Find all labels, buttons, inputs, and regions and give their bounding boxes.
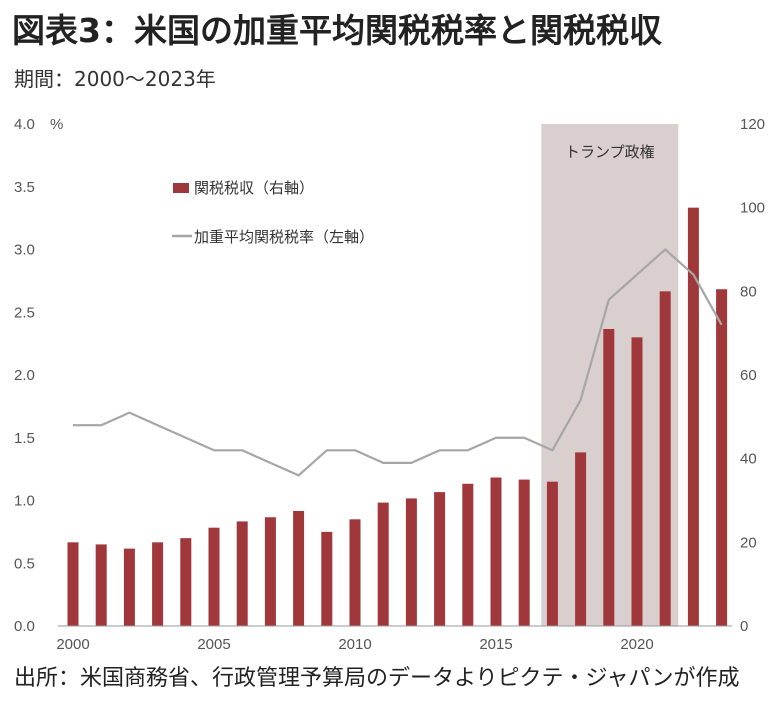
shaded-region-label: トランプ政権 — [565, 143, 655, 161]
bar — [123, 548, 135, 626]
left-axis-tick: 2.5 — [14, 304, 35, 321]
left-axis-tick: 0.5 — [14, 555, 35, 572]
legend-bar-swatch — [173, 183, 189, 193]
right-axis-tick: 60 — [740, 367, 757, 384]
bar — [631, 337, 643, 626]
legend: 関税税収（右軸） 加重平均関税税率（左軸） — [172, 179, 374, 246]
line-layer — [73, 248, 723, 477]
bar — [518, 479, 530, 626]
bar — [687, 207, 699, 626]
x-axis-tick: 2020 — [620, 636, 653, 653]
right-axis-tick: 120 — [740, 116, 765, 133]
bar — [490, 477, 502, 626]
bar — [95, 544, 107, 626]
bar — [180, 538, 192, 626]
bar — [377, 502, 389, 626]
left-axis-tick: 3.0 — [14, 242, 35, 259]
rate-line — [73, 248, 723, 477]
legend-bar-label: 関税税収（右軸） — [194, 179, 314, 197]
left-axis-tick: 0.0 — [14, 618, 35, 635]
right-axis-tick: 80 — [740, 283, 757, 300]
bar — [405, 498, 417, 626]
left-axis-tick: 4.0 — [14, 116, 35, 133]
x-axis-tick: 2000 — [56, 636, 89, 653]
bar — [546, 481, 558, 626]
bar — [575, 452, 587, 626]
left-axis-tick: 2.0 — [14, 367, 35, 384]
bar — [603, 328, 615, 626]
bar — [293, 510, 305, 626]
axis-layer: 4.0 3.5 3.0 2.5 2.0 1.5 1.0 0.5 0.0% 120 100 80 60 40… — [14, 116, 765, 653]
left-axis-unit: % — [50, 116, 63, 133]
left-axis-tick: 1.5 — [14, 430, 35, 447]
x-axis-tick: 2010 — [338, 636, 371, 653]
left-axis-tick: 3.5 — [14, 179, 35, 196]
x-axis-tick: 2005 — [197, 636, 230, 653]
legend-line-label: 加重平均関税税率（左軸） — [194, 228, 374, 246]
bar — [67, 542, 79, 626]
bar — [152, 542, 164, 626]
bar — [659, 291, 671, 626]
bar — [462, 483, 474, 626]
chart-title: 図表3：米国の加重平均関税税率と関税税収 — [12, 11, 662, 50]
bar — [434, 492, 446, 626]
bar — [349, 519, 361, 626]
chart-subtitle: 期間：2000〜2023年 — [14, 67, 216, 91]
bar — [321, 531, 333, 626]
bar — [236, 521, 248, 626]
bar-layer — [67, 207, 728, 626]
right-axis-tick: 40 — [740, 451, 757, 468]
right-axis-tick: 20 — [740, 534, 757, 551]
right-axis-tick: 0 — [740, 618, 748, 635]
source-note: 出所：米国商務省、行政管理予算局のデータよりピクテ・ジャパンが作成 — [14, 666, 740, 691]
bar — [264, 517, 276, 626]
bar — [716, 289, 728, 626]
bar — [208, 527, 220, 626]
left-axis-tick: 1.0 — [14, 493, 35, 510]
x-axis-tick: 2015 — [479, 636, 512, 653]
right-axis-tick: 100 — [740, 200, 765, 217]
